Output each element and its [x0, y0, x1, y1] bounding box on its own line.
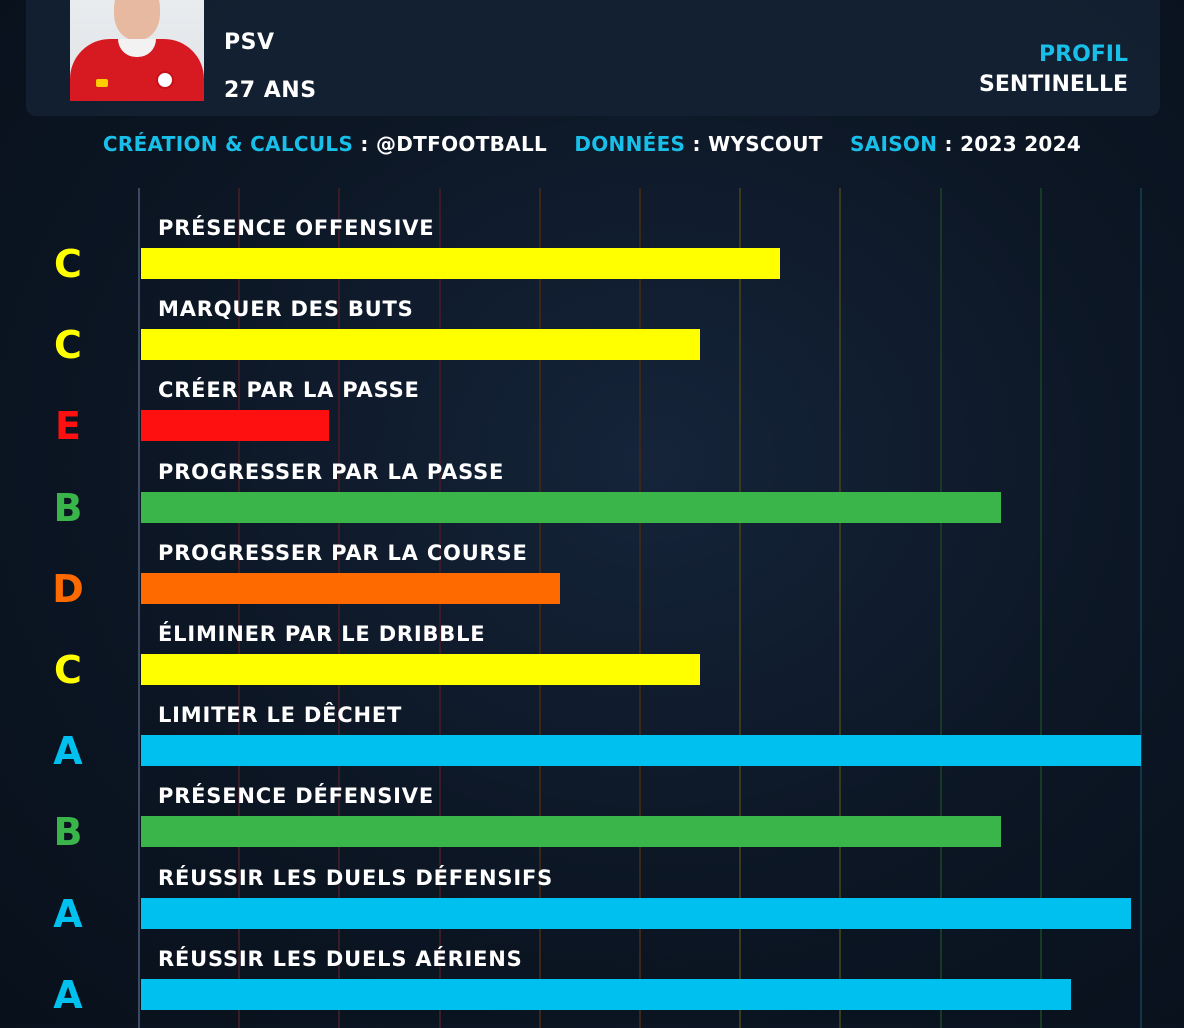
grade-letter: A [53, 892, 83, 936]
credit-data-value: WYSCOUT [708, 132, 823, 156]
player-face [114, 0, 160, 40]
profile-value: SENTINELLE [979, 72, 1128, 97]
bar-label: RÉUSSIR LES DUELS AÉRIENS [158, 947, 523, 971]
bar [141, 898, 1131, 929]
kit-sponsor-logo [96, 79, 108, 87]
grade-letter: C [54, 323, 82, 367]
grid-line [338, 188, 341, 1028]
grade-letter: C [54, 648, 82, 692]
bar-label: PROGRESSER PAR LA COURSE [158, 541, 528, 565]
shirt-collar [118, 39, 156, 57]
grade-letter: C [54, 242, 82, 286]
credit-creation-value: @DTFOOTBALL [375, 132, 548, 156]
bar [141, 329, 701, 360]
player-club: PSV [224, 30, 275, 55]
grid-line [238, 188, 241, 1028]
credit-season-value: 2023 2024 [960, 132, 1082, 156]
player-photo [70, 0, 204, 101]
grid-line [138, 188, 140, 1028]
grid-line [939, 188, 942, 1028]
player-age: 27 ANS [224, 78, 317, 103]
bar-label: ÉLIMINER PAR LE DRIBBLE [158, 622, 486, 646]
grid-line [839, 188, 842, 1028]
grade-letter: B [53, 486, 83, 530]
bar [141, 573, 560, 604]
grid-line [538, 188, 541, 1028]
credit-creation-key: CRÉATION & CALCULS [102, 132, 354, 156]
credit-season-key: SAISON [849, 132, 938, 156]
credit-data-key: DONNÉES [574, 132, 686, 156]
grade-letter: D [52, 567, 84, 611]
player-header-card [26, 0, 1160, 116]
bar [141, 654, 701, 685]
bar [141, 816, 1001, 847]
grid-line [1140, 188, 1142, 1028]
credits-line: CRÉATION & CALCULS : @DTFOOTBALL DONNÉES… [102, 132, 1082, 156]
bar [141, 735, 1141, 766]
grade-letter: A [53, 729, 83, 773]
bar [141, 492, 1001, 523]
bar-label: PRÉSENCE OFFENSIVE [158, 216, 435, 240]
bar-label: PRÉSENCE DÉFENSIVE [158, 784, 434, 808]
bar [141, 410, 330, 441]
grid-line [438, 188, 441, 1028]
grid-line [739, 188, 742, 1028]
profile-label: PROFIL [1039, 42, 1128, 67]
grid-line [639, 188, 641, 1028]
grade-letter: B [53, 810, 83, 854]
bar [141, 248, 781, 279]
bar-label: MARQUER DES BUTS [158, 297, 414, 321]
bar-label: LIMITER LE DÊCHET [158, 703, 403, 727]
grid-line [1039, 188, 1042, 1028]
bar [141, 979, 1071, 1010]
grade-letter: A [53, 973, 83, 1017]
bar-label: CRÉER PAR LA PASSE [158, 378, 420, 402]
bar-label: RÉUSSIR LES DUELS DÉFENSIFS [158, 866, 554, 890]
bar-label: PROGRESSER PAR LA PASSE [158, 460, 505, 484]
grade-letter: E [55, 404, 81, 448]
club-crest-icon [156, 71, 174, 89]
